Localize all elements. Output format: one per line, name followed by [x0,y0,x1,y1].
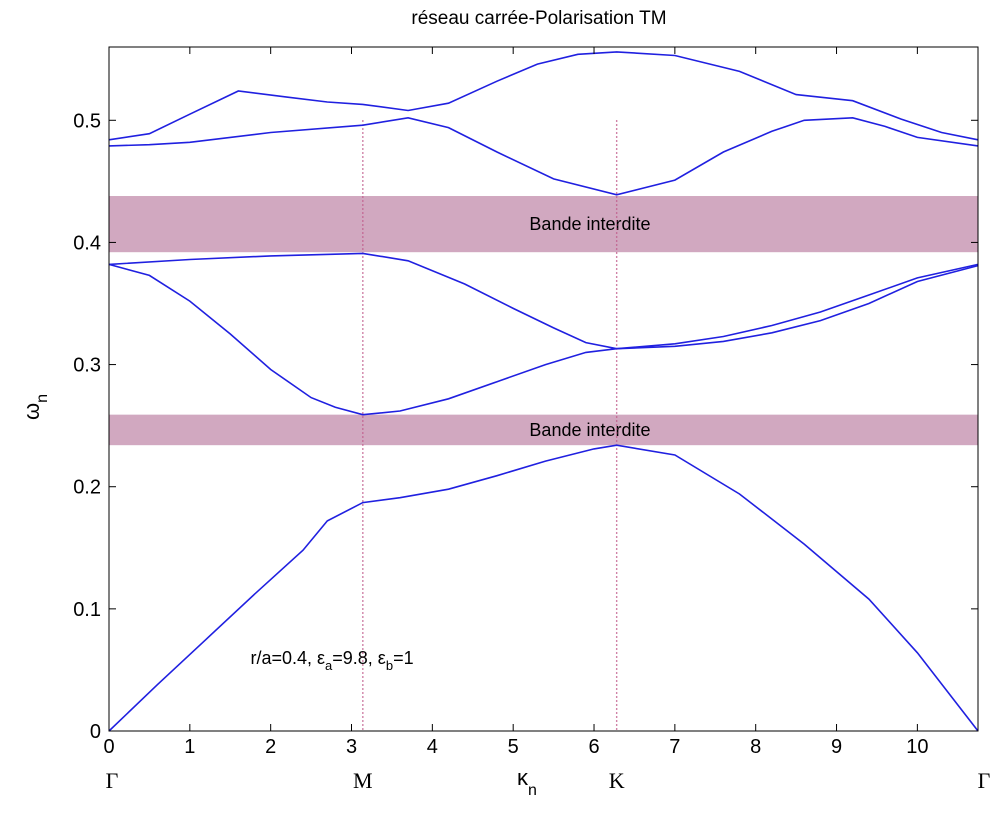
y-tick-label: 0.3 [73,355,101,377]
y-tick-label: 0.5 [73,110,101,132]
x-tick-label: 2 [265,736,276,758]
chart-title: réseau carrée-Polarisation TM [411,8,666,29]
y-tick-label: 0.1 [73,599,101,621]
band-line-5 [108,51,979,141]
x-tick-label: 1 [184,736,195,758]
x-axis-label: κn [517,765,537,799]
x-tick-label: 5 [508,736,519,758]
y-axis-label-main: ω [19,403,44,420]
y-tick-label: 0 [90,721,101,743]
x-tick-label: 9 [831,736,842,758]
x-tick-label: 8 [750,736,761,758]
y-tick-label: 0.4 [73,232,101,254]
symmetry-point-label: K [609,768,625,793]
y-tick-label: 0.2 [73,477,101,499]
axis-ticks-layer: 0 1 2 3 4 5 6 7 8 9 10 0 0.1 0.2 0.3 0.4 0.5 Γ M K Γ [73,47,991,793]
annotation-mid: =9.8, ε [332,648,386,668]
band-gap-label-2: Bande interdite [529,420,650,440]
x-axis-label-main: κ [517,765,529,790]
band-line-2 [108,263,979,416]
symmetry-point-label: M [353,768,373,793]
symmetry-marker-layer [362,120,618,731]
x-tick-label: 0 [103,736,114,758]
band-gap-1 [109,196,978,253]
x-tick-label: 6 [588,736,599,758]
annotation-prefix: r/a=0.4, ε [250,648,325,668]
band-line-4 [108,116,979,196]
y-axis-label: ωn [19,394,51,420]
symmetry-point-label: Γ [106,768,119,793]
y-axis-label-sub: n [34,394,51,403]
band-lines-layer [108,51,979,732]
x-tick-label: 3 [346,736,357,758]
symmetry-point-label: Γ [978,768,991,793]
band-gap-layer: Bande interdite Bande interdite [109,196,978,446]
band-gap-2 [109,414,978,446]
x-tick-label: 10 [906,736,928,758]
band-line-1 [108,444,979,732]
x-axis-label-sub: n [528,782,537,799]
annotation-sub-a: a [325,658,333,673]
parameter-annotation: r/a=0.4, εa=9.8, εb=1 [250,648,413,673]
x-tick-label: 7 [669,736,680,758]
annotation-sub-b: b [386,658,393,673]
band-gap-label-1: Bande interdite [529,214,650,234]
x-tick-label: 4 [427,736,438,758]
annotation-suffix: =1 [393,648,414,668]
plot-frame [108,46,979,732]
band-line-3 [108,252,979,350]
